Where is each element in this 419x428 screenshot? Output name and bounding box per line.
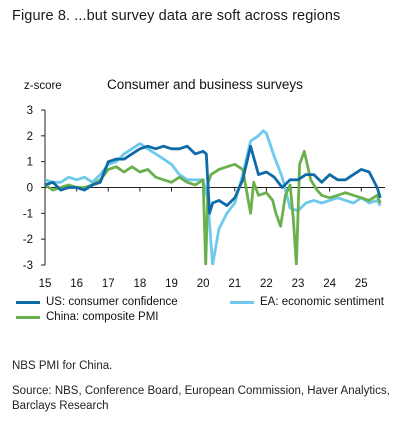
x-tick-label: 24 [323,278,336,290]
y-tick-label: 2 [27,131,33,143]
x-tick-label: 23 [292,278,305,290]
x-tick-label: 16 [70,278,83,290]
x-tick-label: 15 [39,278,52,290]
x-tick-label: 18 [133,278,146,290]
legend-item-ea: EA: economic sentiment [230,296,384,308]
legend-swatch-ea [230,300,254,304]
y-axis-label: z-score [24,80,62,92]
x-tick-label: 19 [165,278,178,290]
figure-title: Figure 8. ...but survey data are soft ac… [12,8,341,24]
y-tick-label: 3 [27,105,33,117]
chart-note: NBS PMI for China. [12,360,113,372]
series-line-china-composite-pmi [45,149,382,265]
x-tick-label: 21 [228,278,241,290]
y-tick-label: -3 [23,260,33,272]
legend-label-ea: EA: economic sentiment [260,296,385,308]
legend-label-us: US: consumer confidence [46,296,178,308]
legend-swatch-china [16,315,40,319]
chart-title: Consumer and business surveys [107,77,303,92]
y-tick-label: -1 [23,208,33,220]
legend-label-china: China: composite PMI [46,311,159,323]
y-tick-label: 1 [27,157,33,169]
y-tick-label: -2 [23,234,33,246]
legend-item-china: China: composite PMI [16,311,159,323]
legend-item-us: US: consumer confidence [16,296,178,308]
x-tick-label: 20 [197,278,210,290]
y-tick-label: 0 [27,183,33,195]
x-tick-label: 25 [355,278,368,290]
series-line-us-consumer-confidence [45,144,382,215]
x-tick-label: 22 [260,278,273,290]
legend-swatch-us [16,300,40,304]
chart-source: Source: NBS, Conference Board, European … [12,385,390,412]
x-tick-label: 17 [102,278,115,290]
